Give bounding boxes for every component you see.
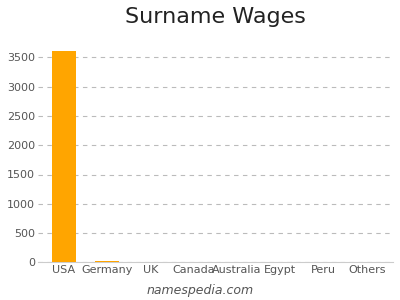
Text: namespedia.com: namespedia.com <box>146 284 254 297</box>
Title: Surname Wages: Surname Wages <box>125 7 306 27</box>
Bar <box>52 51 76 262</box>
Bar <box>95 261 119 262</box>
